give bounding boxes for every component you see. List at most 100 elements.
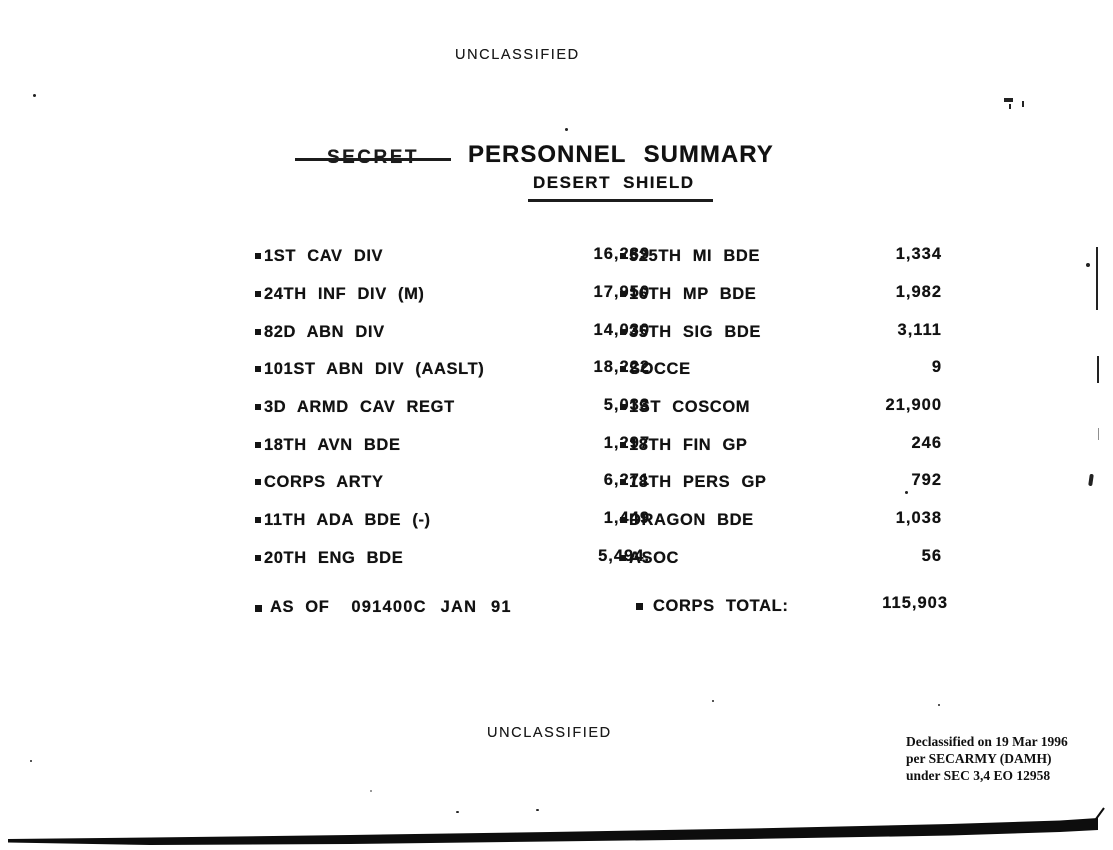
subtitle-underline	[528, 199, 713, 202]
unit-value: 1,982	[895, 283, 942, 301]
table-row: DRAGON BDE 1,038	[620, 509, 942, 533]
unit-value: 9	[931, 358, 942, 376]
unit-label: 3D ARMD CAV REGT	[264, 397, 455, 416]
scan-artifact	[938, 704, 940, 706]
page-title: PERSONNEL SUMMARY	[468, 141, 774, 168]
bullet-square-icon	[255, 555, 261, 561]
bullet-square-icon	[620, 291, 626, 297]
secret-marking: SECRET	[295, 147, 451, 173]
declass-line: under SEC 3,4 EO 12958	[906, 768, 1051, 783]
classification-banner-top: UNCLASSIFIED	[455, 47, 580, 63]
unit-value: 6,271	[603, 471, 650, 489]
unit-label: 18TH AVN BDE	[264, 435, 401, 454]
table-row: CORPS ARTY 6,271	[255, 471, 650, 495]
bullet-square-icon	[255, 291, 261, 297]
unit-value: 1,334	[895, 245, 942, 263]
scan-artifact	[33, 94, 36, 97]
scan-artifact	[1088, 473, 1094, 487]
unit-label: 18TH FIN GP	[629, 435, 748, 454]
unit-value: 5,033	[603, 396, 650, 414]
scan-artifact	[456, 811, 459, 813]
scan-artifact	[370, 790, 372, 792]
table-row: 3D ARMD CAV REGT 5,033	[255, 396, 650, 420]
unit-label: 82D ABN DIV	[264, 322, 385, 341]
page-edge-scan-bar	[8, 807, 1105, 845]
scan-artifact	[565, 128, 568, 131]
table-row: 35TH SIG BDE 3,111	[620, 321, 942, 345]
as-of-value: 091400C JAN 91	[351, 598, 512, 616]
bullet-square-icon	[620, 329, 626, 335]
table-row: 1ST CAV DIV16,289	[255, 245, 650, 269]
unit-label: 20TH ENG BDE	[264, 548, 404, 567]
corps-total-value: 115,903	[882, 594, 948, 612]
bullet-square-icon	[255, 605, 262, 612]
bullet-square-icon	[255, 366, 261, 372]
table-row: ASOC 56	[620, 547, 942, 571]
scan-artifact	[1022, 101, 1024, 107]
table-row: SOCCE 9	[620, 358, 942, 382]
as-of-row: AS OF 091400C JAN 91	[255, 598, 655, 617]
secret-label: SECRET	[327, 147, 419, 168]
bullet-square-icon	[620, 253, 626, 259]
corps-total-label: CORPS TOTAL:	[653, 597, 789, 615]
bullet-square-icon	[255, 479, 261, 485]
bullet-square-icon	[255, 329, 261, 335]
strikethrough-line	[295, 158, 451, 161]
bullet-square-icon	[620, 404, 626, 410]
classification-banner-bottom: UNCLASSIFIED	[487, 725, 612, 741]
table-row: 18TH AVN BDE 1,297	[255, 434, 650, 458]
bullet-square-icon	[620, 442, 626, 448]
unit-label: SOCCE	[629, 359, 691, 378]
scan-artifact	[30, 760, 32, 762]
unit-label: 1ST CAV DIV	[264, 246, 384, 265]
table-row: 1ST COSCOM 21,900	[620, 396, 942, 420]
unit-list-left: 1ST CAV DIV16,289 24TH INF DIV (M)17,950…	[255, 245, 650, 605]
scan-artifact	[1004, 98, 1013, 102]
unit-label: 525TH MI BDE	[629, 246, 761, 265]
bullet-square-icon	[636, 603, 643, 610]
unit-label: CORPS ARTY	[264, 472, 384, 491]
scan-artifact	[1097, 356, 1099, 383]
table-row: 18TH PERS GP 792	[620, 471, 942, 495]
unit-value: 1,297	[603, 434, 650, 452]
scan-artifact	[536, 809, 539, 811]
bullet-square-icon	[620, 479, 626, 485]
unit-label: 35TH SIG BDE	[629, 322, 761, 341]
bullet-square-icon	[255, 442, 261, 448]
unit-value: 1,038	[895, 509, 942, 527]
table-row: 11TH ADA BDE (-) 1,449	[255, 509, 650, 533]
bullet-square-icon	[620, 517, 626, 523]
scan-artifact	[1009, 104, 1011, 109]
table-row: 24TH INF DIV (M)17,950	[255, 283, 650, 307]
declass-line: Declassified on 19 Mar 1996	[906, 734, 1068, 749]
scan-artifact	[905, 491, 908, 494]
bullet-square-icon	[620, 366, 626, 372]
bullet-square-icon	[255, 404, 261, 410]
unit-label: 1ST COSCOM	[629, 397, 751, 416]
scan-artifact	[1098, 428, 1099, 440]
corps-total-row: CORPS TOTAL: 115,903	[636, 594, 948, 616]
table-row: 18TH FIN GP 246	[620, 434, 942, 458]
as-of-label: AS OF	[270, 598, 330, 616]
unit-label: 18TH PERS GP	[629, 472, 767, 491]
scan-artifact	[712, 700, 714, 702]
declassification-stamp: Declassified on 19 Mar 1996 per SECARMY …	[906, 733, 1113, 784]
scan-artifact	[1095, 807, 1105, 820]
unit-label: 11TH ADA BDE (-)	[264, 510, 431, 529]
table-row: 82D ABN DIV14,030	[255, 321, 650, 345]
unit-value: 246	[911, 434, 942, 452]
unit-value: 21,900	[885, 396, 942, 414]
bullet-square-icon	[255, 253, 261, 259]
unit-label: 24TH INF DIV (M)	[264, 284, 425, 303]
unit-value: 56	[921, 547, 942, 565]
table-row: 16TH MP BDE 1,982	[620, 283, 942, 307]
scan-artifact	[1096, 247, 1098, 310]
bullet-square-icon	[620, 555, 626, 561]
unit-label: ASOC	[629, 548, 680, 567]
unit-label: 16TH MP BDE	[629, 284, 757, 303]
bullet-square-icon	[255, 517, 261, 523]
table-row: 101ST ABN DIV (AASLT)18,222	[255, 358, 650, 382]
unit-label: 101ST ABN DIV (AASLT)	[264, 359, 485, 378]
